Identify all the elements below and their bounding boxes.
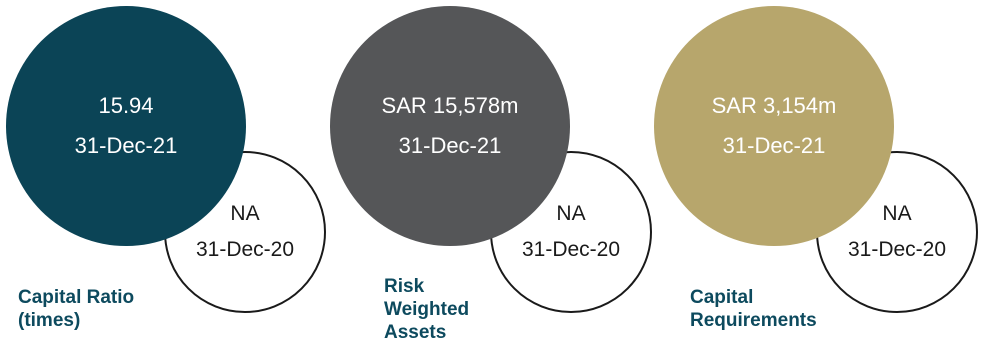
rwa-prior-circle: NA 31-Dec-20 bbox=[490, 151, 652, 313]
rwa-current-date: 31-Dec-21 bbox=[398, 133, 502, 158]
capital-requirements-label: Capital Requirements bbox=[690, 286, 817, 332]
capital-ratio-label-line-2: (times) bbox=[18, 310, 81, 331]
rwa-current-circle: SAR 15,578m 31-Dec-21 bbox=[330, 6, 570, 246]
capital-ratio-prior-value: NA bbox=[230, 202, 260, 225]
capital-ratio-current-date: 31-Dec-21 bbox=[74, 133, 178, 158]
capital-requirements-current-value: SAR 3,154m bbox=[711, 93, 837, 118]
rwa-label-line-1: Risk bbox=[384, 276, 425, 297]
rwa-current-value: SAR 15,578m bbox=[381, 93, 519, 118]
capital-requirements-label-line-1: Capital bbox=[690, 287, 754, 308]
capital-requirements-label-line-2: Requirements bbox=[690, 310, 817, 331]
rwa-label: Risk Weighted Assets bbox=[384, 275, 469, 344]
capital-requirements-current-circle: SAR 3,154m 31-Dec-21 bbox=[654, 6, 894, 246]
capital-requirements-current-date: 31-Dec-21 bbox=[722, 133, 826, 158]
capital-requirements-prior-date: 31-Dec-20 bbox=[847, 238, 947, 261]
capital-ratio-prior-date: 31-Dec-20 bbox=[195, 238, 295, 261]
capital-ratio-label-line-1: Capital Ratio bbox=[18, 287, 135, 308]
rwa-prior-date: 31-Dec-20 bbox=[521, 238, 621, 261]
capital-requirements-prior-value: NA bbox=[882, 202, 912, 225]
rwa-label-line-3: Assets bbox=[384, 322, 447, 343]
rwa-prior-value: NA bbox=[556, 202, 586, 225]
rwa-label-line-2: Weighted bbox=[384, 299, 470, 320]
capital-ratio-current-value: 15.94 bbox=[98, 93, 154, 118]
capital-ratio-label: Capital Ratio (times) bbox=[18, 286, 134, 332]
capital-ratio-current-circle: 15.94 31-Dec-21 bbox=[6, 6, 246, 246]
